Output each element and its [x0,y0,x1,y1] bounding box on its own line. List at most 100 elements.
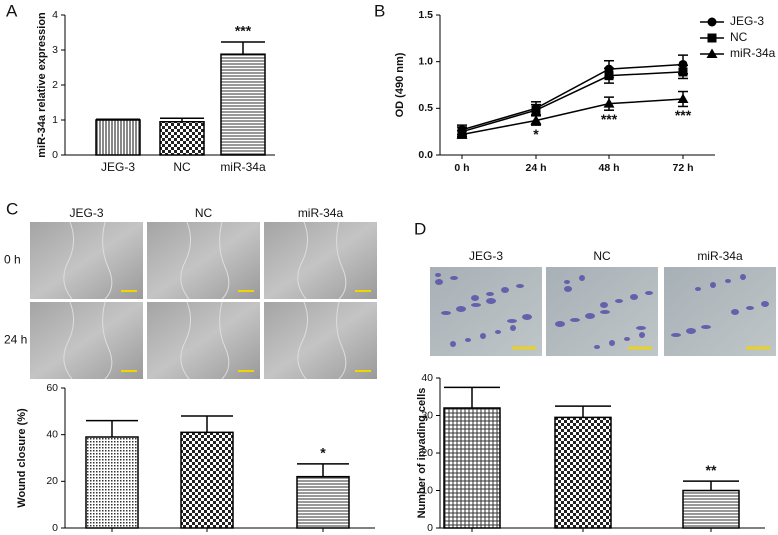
error-bar [555,405,611,418]
wound-edge [297,301,347,380]
y-tick-label: 40 [46,428,58,440]
cell [471,295,479,301]
y-tick-label: 30 [421,409,433,421]
bar [180,431,234,529]
legend-label: JEG-3 [730,14,764,28]
cell [516,284,524,288]
y-tick-label: 1.0 [418,55,433,67]
cell [615,299,623,303]
cell [507,319,517,323]
annotation: *** [601,111,618,127]
cell [450,341,456,347]
x-tick-label: 48 h [598,162,619,174]
cell [486,292,494,296]
bar [682,489,740,529]
series-line [461,71,684,133]
cell [435,273,441,277]
wound-edge [63,301,113,380]
cell [450,276,458,280]
wound-image [264,302,377,379]
legend-item: JEG-3 [700,14,764,28]
invasion-image [664,267,776,356]
marker [678,67,688,77]
error-bar [444,386,500,408]
cell [594,345,600,349]
panel-label: A [6,1,18,20]
wound-image [30,302,143,379]
column-label: JEG-3 [69,206,103,220]
wound-edge [180,301,230,380]
annotation: * [320,445,326,461]
error-bar [86,419,138,437]
wound-image [147,222,260,299]
wound-image [147,302,260,379]
y-tick-label: 0 [52,522,58,534]
y-tick-label: 1 [52,114,58,126]
y-tick-label: 0 [52,149,58,161]
bar [554,416,612,529]
legend-item: miR-34a [700,46,776,60]
cell [671,333,681,337]
x-tick-label: 0 h [454,162,469,174]
cell [522,314,532,320]
cell [639,332,645,338]
cell [695,287,701,291]
bar [220,53,266,156]
legend-item: NC [700,30,748,44]
error-bar [221,41,265,55]
cell [564,286,572,292]
marker [531,105,541,115]
legend-label: miR-34a [730,46,776,60]
cell [564,280,570,284]
y-tick-label: 40 [421,372,433,384]
panel-label: D [414,219,426,238]
series-line [461,63,684,131]
x-tick-label: 24 h [525,162,546,174]
series-line [461,98,684,136]
wound-edge [180,221,230,300]
y-tick-label: 20 [46,475,58,487]
cell [555,321,565,327]
error-bar [181,415,233,433]
cell [495,330,501,334]
wound-image [30,222,143,299]
y-axis-label: Number of invading cells [416,388,428,519]
cell [701,325,711,329]
column-label: miR-34a [697,249,743,263]
cell [740,274,746,280]
marker [677,93,689,103]
bar [95,119,141,156]
panel-label: C [6,199,18,218]
marker [707,17,717,27]
bar [296,475,350,529]
column-label: miR-34a [298,206,344,220]
row-label: 24 h [4,333,27,347]
cell [465,338,471,342]
bar [443,407,501,529]
cell [761,301,769,307]
cell [636,326,646,330]
y-axis-label: miR-34a relative expression [36,12,48,158]
y-tick-label: 4 [52,9,58,21]
cell [471,303,481,307]
cell [710,282,716,288]
cell [600,302,608,308]
wound-image [264,222,377,299]
wound-edge [63,221,113,300]
marker [603,98,615,108]
y-tick-label: 0.0 [418,149,433,161]
wound-edge [297,221,347,300]
marker [706,48,718,58]
marker [604,71,614,81]
cell [435,279,443,285]
cell [441,311,451,315]
cell [501,287,509,293]
legend-label: NC [730,30,748,44]
y-tick-label: 10 [421,484,433,496]
column-label: NC [593,249,611,263]
y-tick-label: 3 [52,44,58,56]
annotation: * [533,126,539,142]
y-axis-label: OD (490 nm) [394,52,406,117]
cell [731,309,739,315]
cell [579,275,585,281]
